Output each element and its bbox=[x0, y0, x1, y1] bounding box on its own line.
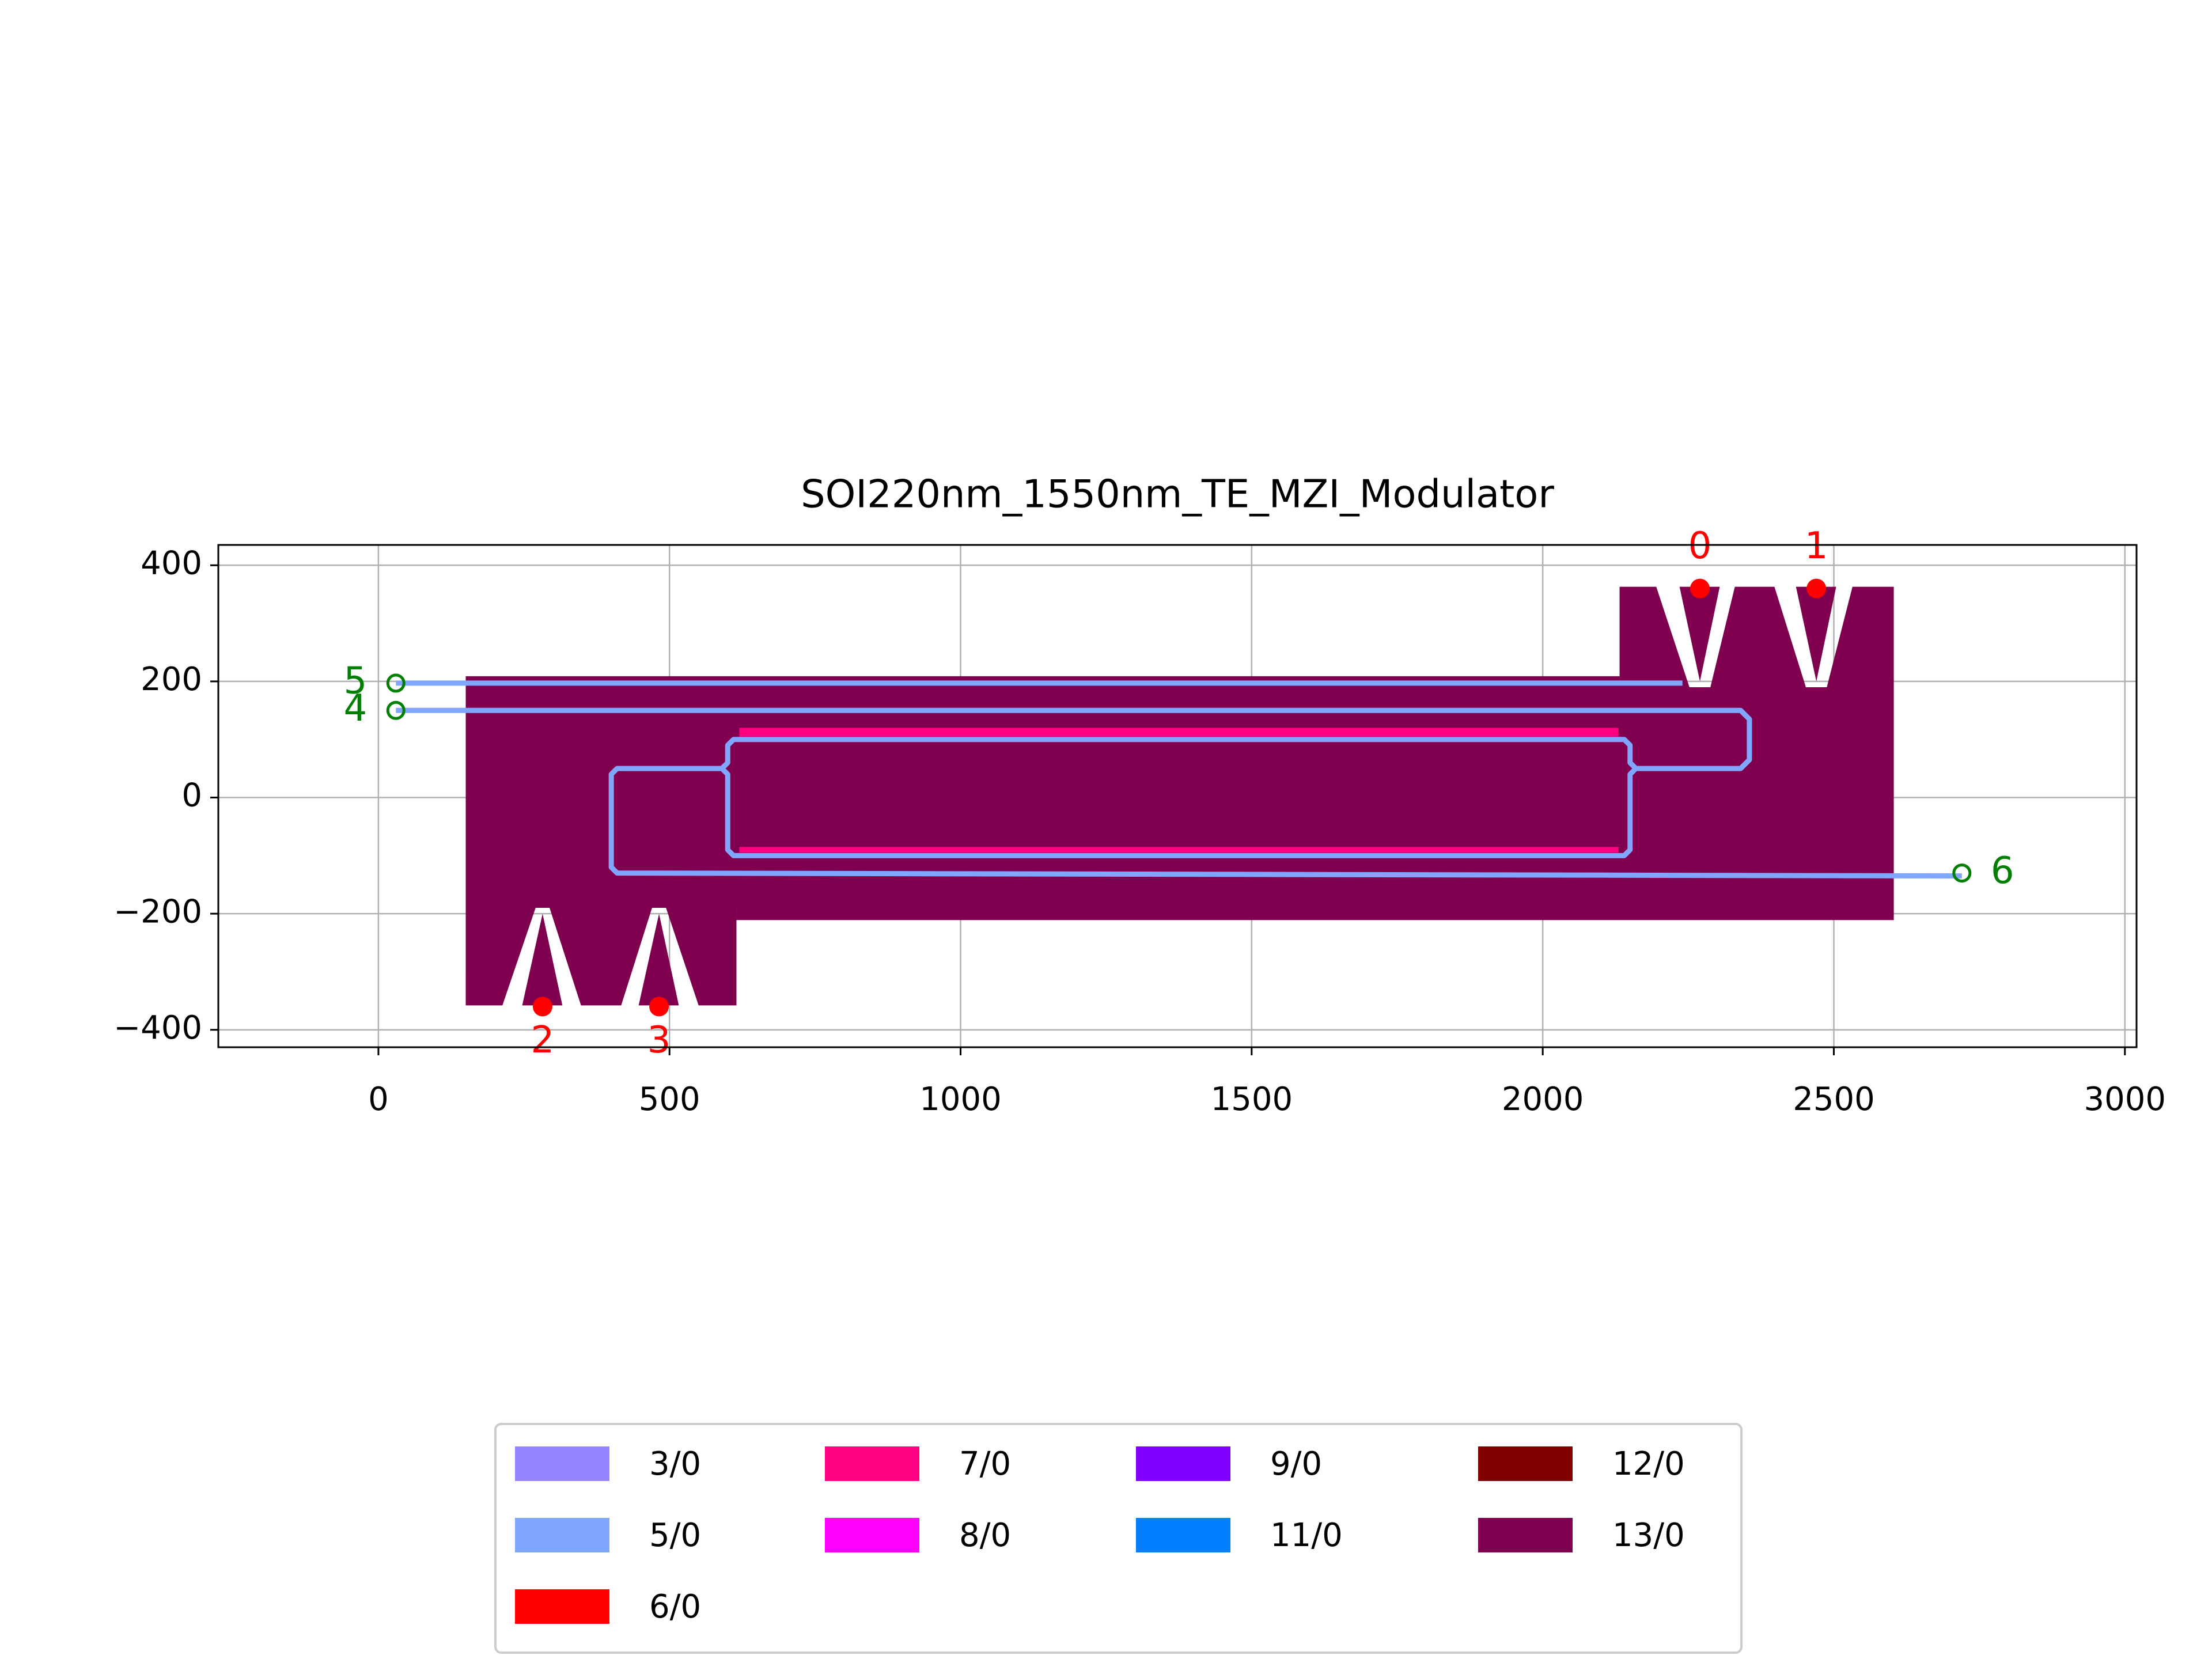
layer-polygon bbox=[1827, 586, 1894, 687]
port-label: 5 bbox=[344, 660, 368, 703]
layer-polygon bbox=[465, 908, 536, 1006]
y-tick-label: 0 bbox=[181, 777, 202, 815]
chart-title: SOI220nm_1550nm_TE_MZI_Modulator bbox=[801, 472, 1554, 517]
port-marker bbox=[532, 997, 552, 1017]
layer-polygon bbox=[638, 914, 679, 1006]
legend-label: 7/0 bbox=[959, 1445, 1011, 1483]
port-marker bbox=[1806, 578, 1827, 599]
y-tick-label: 400 bbox=[141, 544, 202, 582]
layer-polygon bbox=[739, 847, 1619, 853]
legend-swatch bbox=[1478, 1446, 1573, 1481]
layer-polygon bbox=[1679, 586, 1720, 681]
port-marker bbox=[386, 700, 406, 720]
layer-polygon bbox=[1796, 586, 1836, 681]
y-tick-label: −400 bbox=[113, 1009, 202, 1047]
waveguide bbox=[396, 707, 1962, 879]
layer-polygon bbox=[1619, 586, 1690, 687]
port-label: 0 bbox=[1688, 525, 1712, 567]
x-tick-label: 1000 bbox=[919, 1081, 1002, 1118]
legend-swatch bbox=[825, 1446, 919, 1481]
layer-polygon bbox=[522, 914, 563, 1006]
x-tick-label: 2500 bbox=[1793, 1081, 1875, 1118]
x-tick-label: 500 bbox=[639, 1081, 700, 1118]
layer-polygon bbox=[739, 728, 1619, 737]
legend-label: 3/0 bbox=[649, 1445, 701, 1483]
port-marker bbox=[649, 997, 669, 1017]
legend-swatch bbox=[515, 1589, 609, 1624]
port-marker bbox=[386, 673, 406, 693]
legend-swatch bbox=[1136, 1446, 1230, 1481]
port-label: 6 bbox=[1991, 850, 2014, 892]
x-tick-label: 3000 bbox=[2084, 1081, 2166, 1118]
x-tick-label: 1500 bbox=[1211, 1081, 1293, 1118]
legend-swatch bbox=[515, 1446, 609, 1481]
axes-frame bbox=[217, 544, 2138, 1048]
plot-area: 0 1 2 3 45 6 bbox=[218, 525, 2137, 1062]
layer-polygon bbox=[666, 908, 737, 1006]
legend-label: 8/0 bbox=[959, 1517, 1011, 1554]
port-label: 2 bbox=[531, 1019, 555, 1062]
legend-swatch bbox=[1478, 1518, 1573, 1552]
port-marker bbox=[1952, 863, 1972, 883]
port-label: 1 bbox=[1805, 525, 1828, 567]
layer-polygon bbox=[1710, 586, 1806, 687]
legend bbox=[494, 1423, 1743, 1654]
waveguide bbox=[720, 766, 1638, 858]
legend-swatch bbox=[1136, 1518, 1230, 1552]
port-marker bbox=[1690, 578, 1710, 599]
legend-label: 12/0 bbox=[1612, 1445, 1685, 1483]
port-label: 4 bbox=[344, 687, 368, 730]
legend-label: 13/0 bbox=[1612, 1517, 1685, 1554]
layer-polygon bbox=[550, 908, 652, 1006]
x-tick-label: 0 bbox=[368, 1081, 389, 1118]
legend-label: 6/0 bbox=[649, 1588, 701, 1626]
legend-swatch bbox=[825, 1518, 919, 1552]
legend-label: 5/0 bbox=[649, 1517, 701, 1554]
x-tick-label: 2000 bbox=[1502, 1081, 1584, 1118]
y-tick-label: 200 bbox=[141, 661, 202, 698]
legend-label: 9/0 bbox=[1270, 1445, 1322, 1483]
legend-label: 11/0 bbox=[1270, 1517, 1343, 1554]
port-label: 3 bbox=[647, 1019, 671, 1062]
legend-swatch bbox=[515, 1518, 609, 1552]
y-tick-label: −200 bbox=[113, 893, 202, 930]
